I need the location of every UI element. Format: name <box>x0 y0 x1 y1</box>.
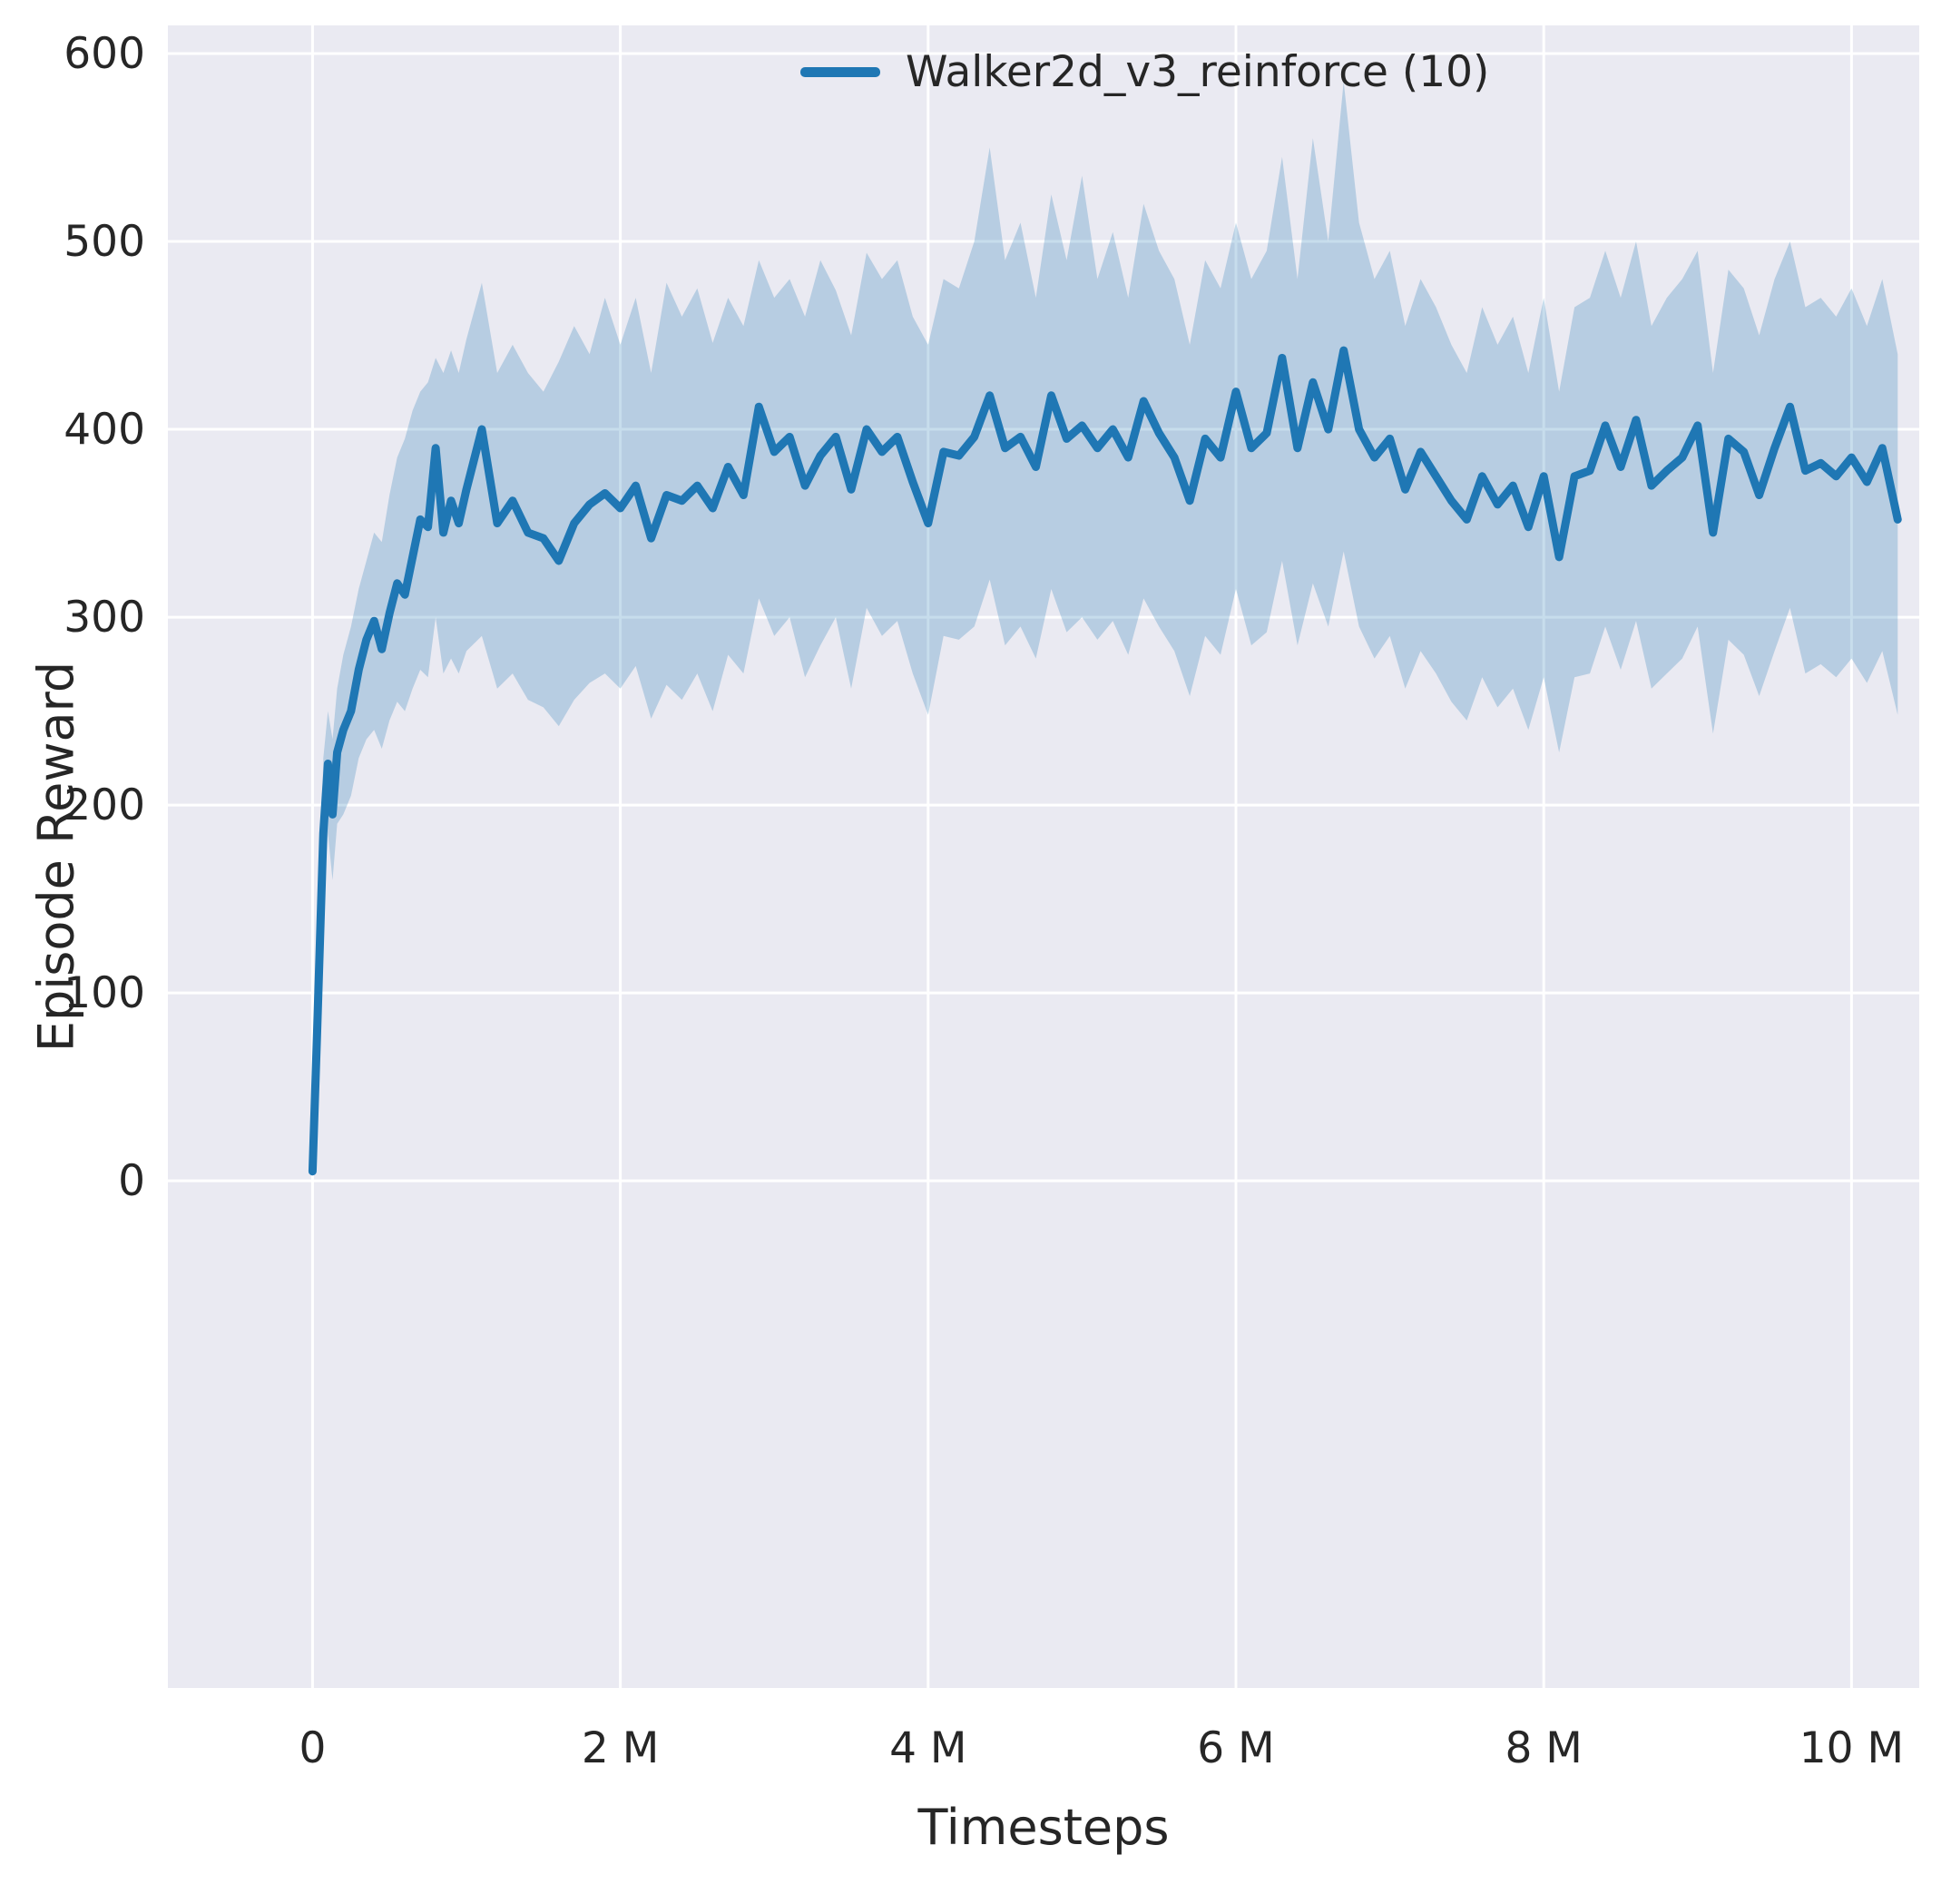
x-tick-label: 0 <box>299 1723 326 1773</box>
plot-background <box>168 25 1919 1688</box>
confidence-band <box>312 82 1898 1175</box>
y-tick-label: 600 <box>64 29 145 79</box>
legend-label: Walker2d_v3_reinforce (10) <box>906 47 1490 97</box>
x-tick-label: 6 M <box>1197 1723 1274 1773</box>
legend: Walker2d_v3_reinforce (10) <box>800 47 1489 97</box>
mean-line <box>308 346 1902 1176</box>
y-axis-label: Episode Reward <box>27 661 85 1053</box>
x-axis-label: Timesteps <box>917 1799 1170 1856</box>
legend-line-sample <box>800 67 880 77</box>
y-tick-label: 300 <box>64 593 145 643</box>
y-tick-label: 500 <box>64 217 145 267</box>
x-tick-label: 4 M <box>889 1723 966 1773</box>
y-tick-label: 200 <box>64 780 145 830</box>
x-tick-label: 2 M <box>582 1723 659 1773</box>
x-tick-label: 10 M <box>1799 1723 1904 1773</box>
y-tick-label: 100 <box>64 968 145 1018</box>
y-tick-label: 400 <box>64 405 145 455</box>
x-tick-label: 8 M <box>1505 1723 1582 1773</box>
y-tick-label: 0 <box>118 1156 145 1206</box>
